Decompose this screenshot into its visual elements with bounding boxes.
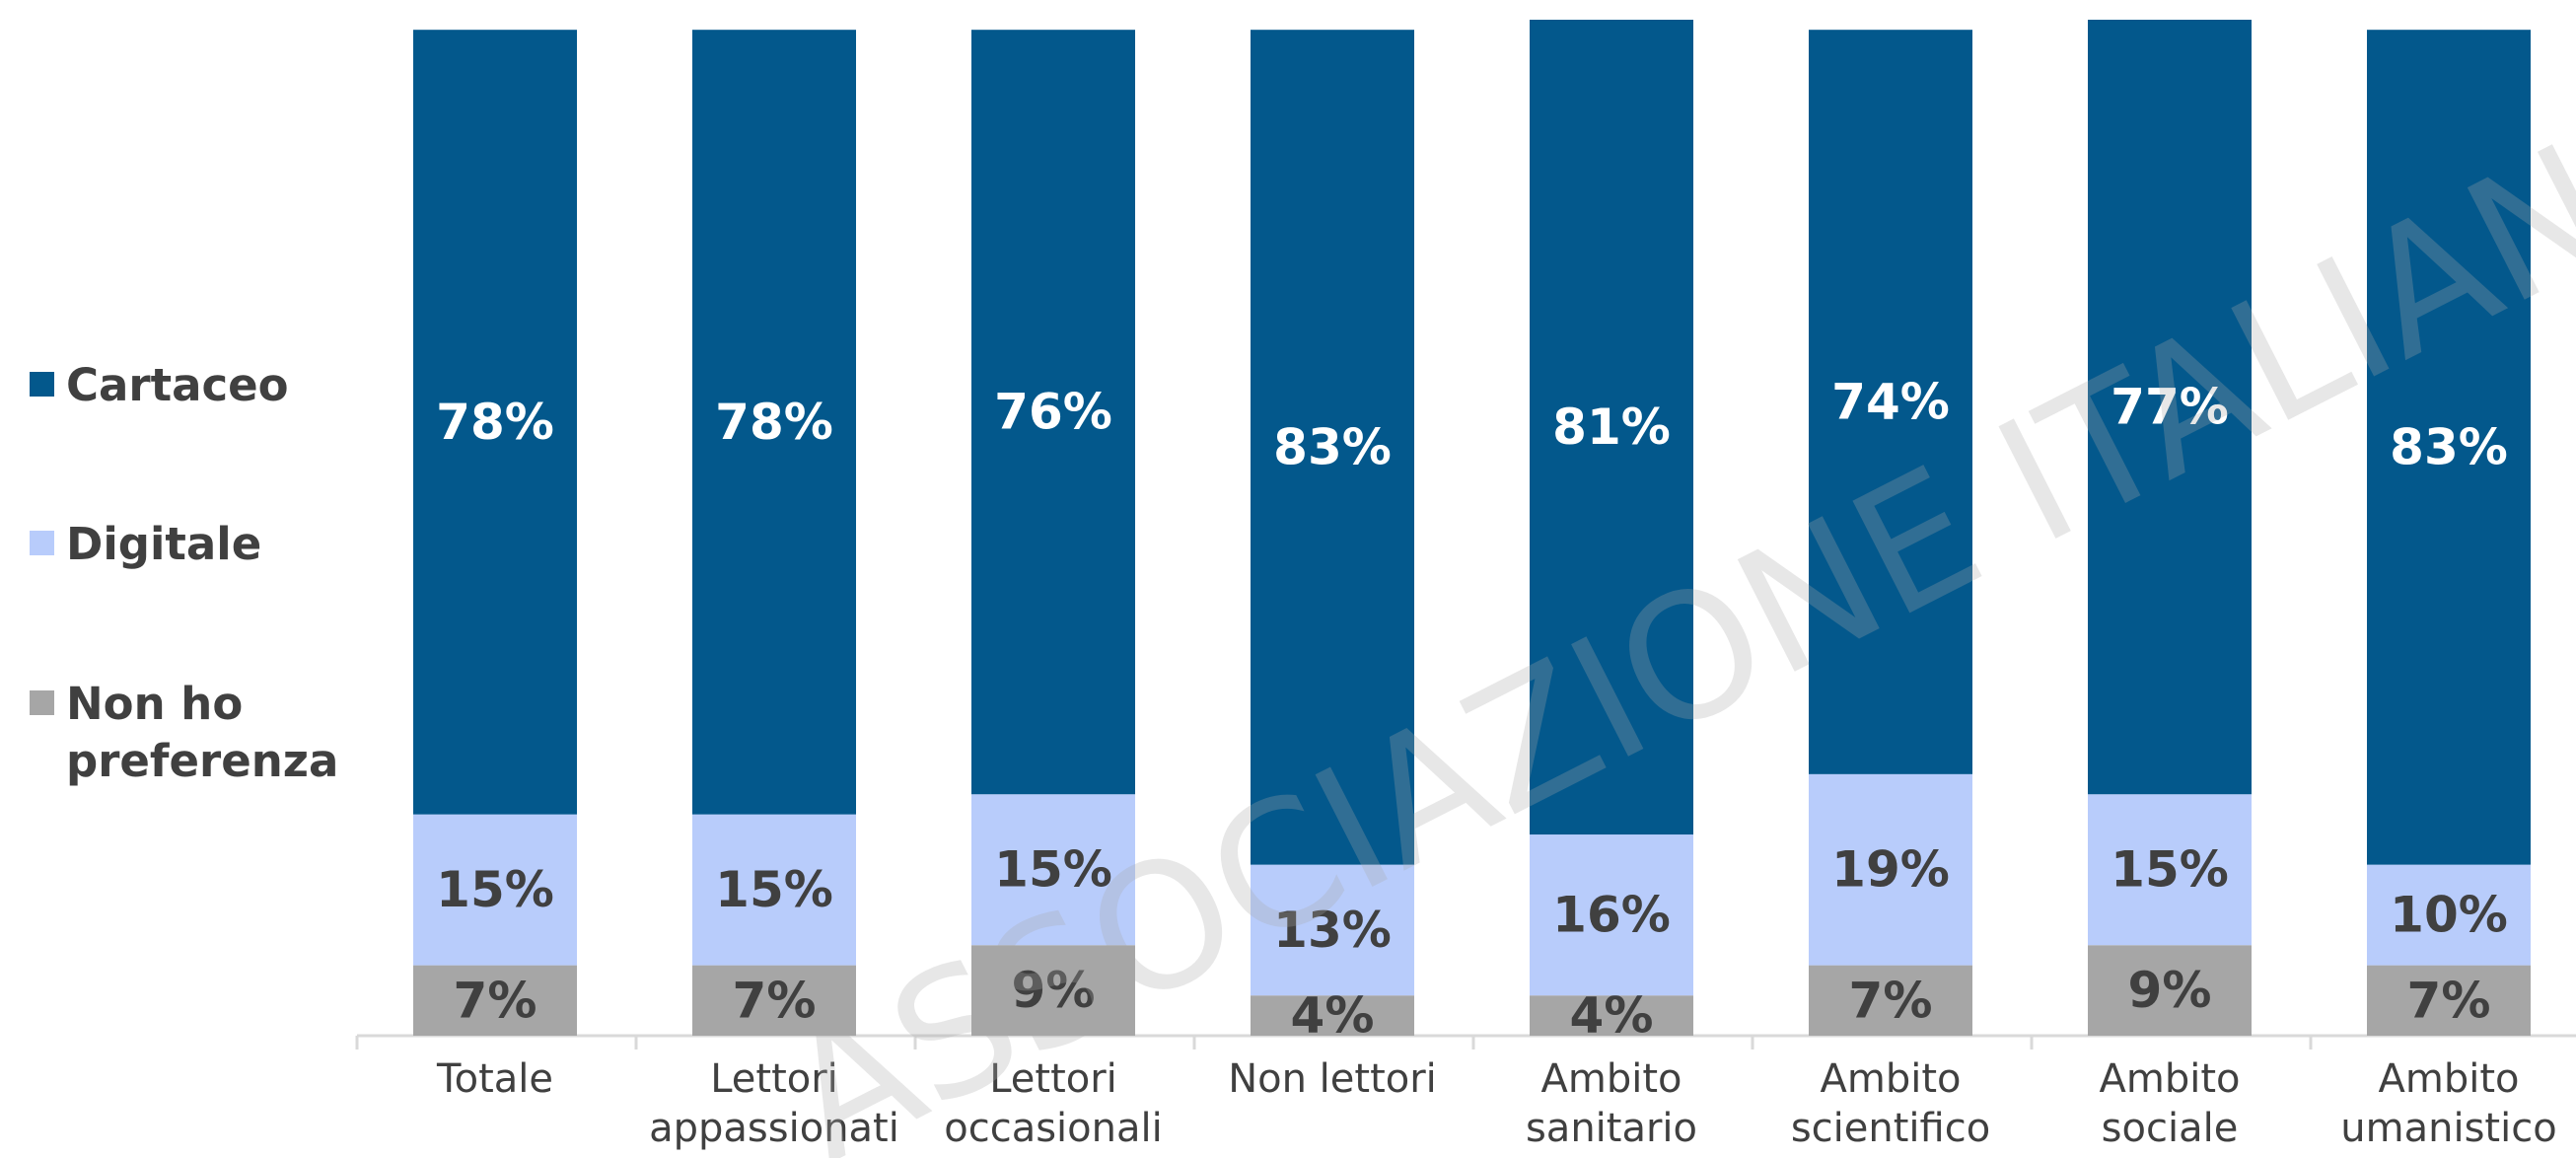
bar-segment [971,30,1135,795]
x-tick-label: Lettori occasionali [944,1056,1162,1151]
bar-segment [971,794,1135,946]
legend-label: Non ho preferenza [66,678,338,787]
legend-swatch [30,690,54,715]
bar-segment [1809,773,1972,966]
bar-segment [1809,30,1972,774]
legend-swatch [30,531,54,555]
bar-segment [692,30,856,815]
bar-segment [1530,834,1693,996]
x-tick-label: Totale [436,1056,553,1102]
bar-segment [2367,30,2531,865]
data-label: 15% [2111,841,2229,899]
bar-segment [1251,30,1414,865]
data-label: 15% [715,861,833,918]
legend-label: Digitale [66,518,261,570]
bar-segment [2367,965,2531,1036]
data-label: 7% [733,972,817,1029]
data-label: 10% [2390,887,2508,944]
data-label: 7% [1849,972,1933,1029]
data-label: 9% [1012,962,1096,1019]
legend-swatch [30,372,54,397]
x-tick-label: Ambito scientifico [1791,1056,1990,1151]
data-label: 7% [2407,972,2491,1029]
bar-segment [2088,794,2252,946]
bar-segment [1251,864,1414,996]
data-label: 7% [454,972,537,1029]
legend-label: Cartaceo [66,359,289,411]
data-label: 16% [1552,887,1671,944]
data-label: 4% [1291,987,1375,1045]
data-label: 77% [2111,379,2229,436]
data-label: 78% [436,394,554,451]
bar-segment [1530,20,1693,835]
data-label: 19% [1831,841,1950,899]
bar-segment [971,945,1135,1036]
data-label: 81% [1552,398,1671,456]
data-label: 4% [1570,987,1654,1045]
bar-segment [413,814,577,966]
bar-segment [1809,965,1972,1036]
x-tick-label: Ambito umanistico [2340,1056,2556,1151]
bar-segment [413,30,577,815]
bar-segment [1530,995,1693,1036]
data-label: 15% [994,841,1112,899]
x-tick-label: Lettori appassionati [649,1056,899,1151]
data-label: 78% [715,394,833,451]
data-label: 9% [2128,962,2212,1019]
data-label: 83% [2390,418,2508,475]
bar-segment [2367,864,2531,966]
x-tick-label: Ambito sanitario [1526,1056,1697,1151]
data-label: 13% [1273,902,1392,959]
data-label: 76% [994,384,1112,441]
bar-segment [413,965,577,1036]
bar-segment [692,965,856,1036]
bar-segment [2088,20,2252,795]
x-tick-label: Non lettori [1228,1056,1437,1102]
data-label: 83% [1273,418,1392,475]
data-label: 15% [436,861,554,918]
bar-segment [1251,995,1414,1036]
data-label: 74% [1831,374,1950,431]
bar-segment [692,814,856,966]
bar-segment [2088,945,2252,1036]
x-tick-label: Ambito sociale [2100,1056,2241,1151]
